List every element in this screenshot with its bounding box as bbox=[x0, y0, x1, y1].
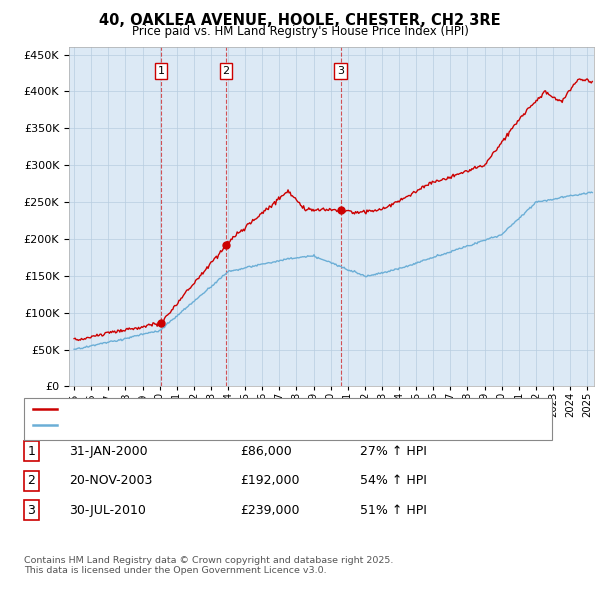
Text: £239,000: £239,000 bbox=[240, 504, 299, 517]
Text: 20-NOV-2003: 20-NOV-2003 bbox=[69, 474, 152, 487]
Text: 54% ↑ HPI: 54% ↑ HPI bbox=[360, 474, 427, 487]
Text: £86,000: £86,000 bbox=[240, 445, 292, 458]
Text: HPI: Average price, semi-detached house, Cheshire West and Chester: HPI: Average price, semi-detached house,… bbox=[63, 421, 427, 430]
Text: 40, OAKLEA AVENUE, HOOLE, CHESTER, CH2 3RE (semi-detached house): 40, OAKLEA AVENUE, HOOLE, CHESTER, CH2 3… bbox=[63, 404, 443, 414]
Text: 31-JAN-2000: 31-JAN-2000 bbox=[69, 445, 148, 458]
Text: 27% ↑ HPI: 27% ↑ HPI bbox=[360, 445, 427, 458]
Text: 51% ↑ HPI: 51% ↑ HPI bbox=[360, 504, 427, 517]
Text: £192,000: £192,000 bbox=[240, 474, 299, 487]
Text: Price paid vs. HM Land Registry's House Price Index (HPI): Price paid vs. HM Land Registry's House … bbox=[131, 25, 469, 38]
Text: 3: 3 bbox=[337, 66, 344, 76]
Text: 2: 2 bbox=[27, 474, 35, 487]
Text: 2: 2 bbox=[223, 66, 230, 76]
Text: Contains HM Land Registry data © Crown copyright and database right 2025.
This d: Contains HM Land Registry data © Crown c… bbox=[24, 556, 394, 575]
Text: 1: 1 bbox=[27, 445, 35, 458]
Text: 40, OAKLEA AVENUE, HOOLE, CHESTER, CH2 3RE: 40, OAKLEA AVENUE, HOOLE, CHESTER, CH2 3… bbox=[99, 13, 501, 28]
Text: 3: 3 bbox=[27, 504, 35, 517]
Text: 1: 1 bbox=[158, 66, 164, 76]
Text: 30-JUL-2010: 30-JUL-2010 bbox=[69, 504, 146, 517]
